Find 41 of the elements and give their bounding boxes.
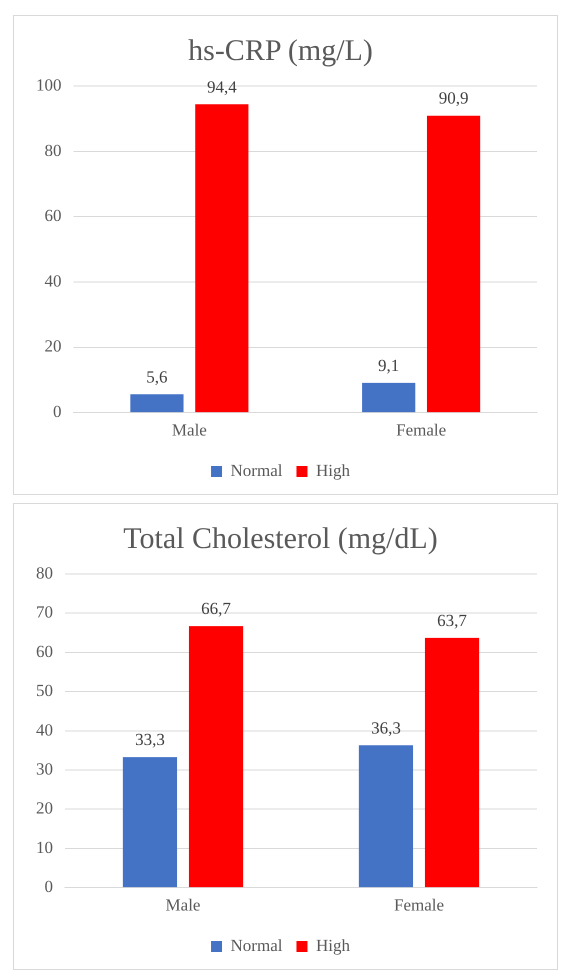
bar <box>362 382 416 412</box>
y-tick-label: 0 <box>44 877 53 896</box>
data-label: 90,9 <box>438 88 468 108</box>
x-tick-label: Male <box>172 420 207 440</box>
bar <box>130 394 184 412</box>
x-tick-label: Female <box>396 420 446 440</box>
y-tick-label: 70 <box>36 602 53 622</box>
legend-label: Normal <box>230 460 283 480</box>
y-tick-label: 20 <box>44 336 62 356</box>
y-tick-label: 10 <box>36 838 53 857</box>
data-label: 9,1 <box>378 356 400 375</box>
y-tick-label: 80 <box>44 140 62 160</box>
legend-label: Normal <box>230 936 283 955</box>
y-tick-label: 40 <box>36 720 53 740</box>
y-tick-label: 80 <box>36 563 53 582</box>
data-label: 94,4 <box>206 77 238 96</box>
data-label: 36,3 <box>371 718 401 738</box>
data-label: 66,7 <box>201 599 232 618</box>
y-tick-label: 60 <box>44 206 62 226</box>
y-tick-label: 0 <box>53 402 62 422</box>
bar <box>424 638 480 888</box>
legend-label: High <box>316 460 350 480</box>
y-tick-label: 60 <box>36 642 53 661</box>
data-label: 33,3 <box>135 730 165 750</box>
bar <box>358 745 414 888</box>
y-tick-label: 100 <box>36 75 62 94</box>
x-tick-label: Female <box>394 895 444 914</box>
bar <box>122 757 178 888</box>
legend-label: High <box>316 936 350 955</box>
y-tick-label: 30 <box>36 759 53 778</box>
chart-title: Total Cholesterol (mg/dL) <box>123 522 438 555</box>
data-label: 63,7 <box>437 610 468 630</box>
x-tick-label: Male <box>166 895 200 914</box>
y-tick-label: 50 <box>36 681 53 700</box>
bar <box>195 104 248 412</box>
bar <box>426 116 480 412</box>
bar <box>188 626 244 888</box>
y-tick-label: 40 <box>44 271 62 290</box>
y-tick-label: 20 <box>36 798 53 818</box>
chart-title: hs-CRP (mg/L) <box>188 34 373 67</box>
data-label: 5,6 <box>146 367 168 386</box>
